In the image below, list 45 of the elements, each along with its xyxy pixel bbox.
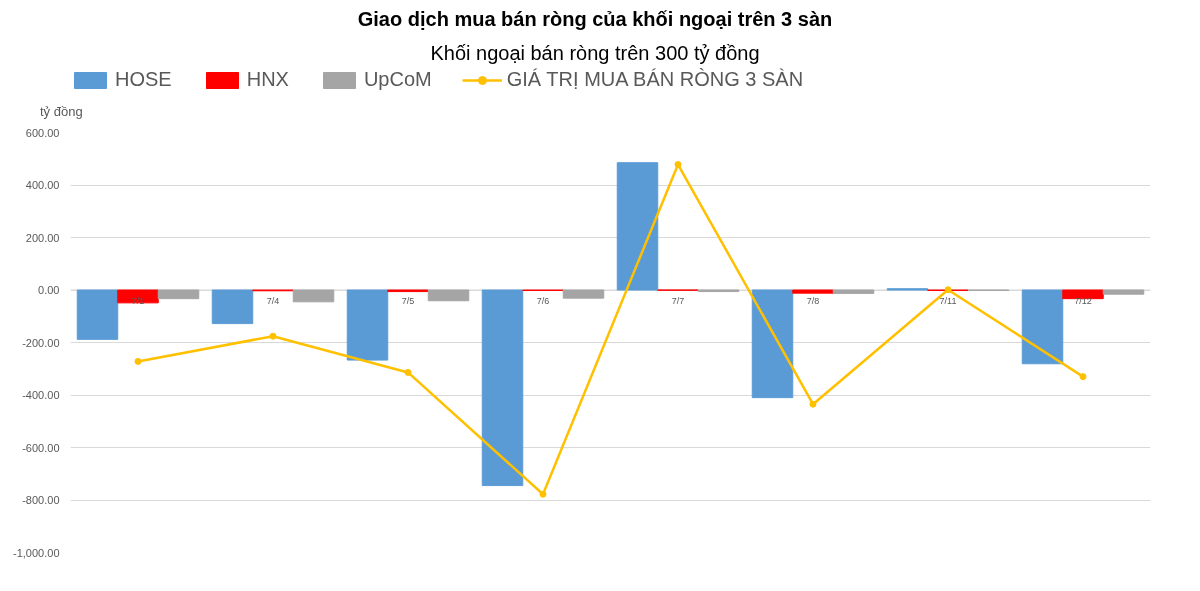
bar xyxy=(481,289,524,487)
x-tick-label: 7/11 xyxy=(939,296,957,306)
point xyxy=(674,161,682,169)
legend-label: HNX xyxy=(246,68,289,91)
y-axis-title: tỷ đồng xyxy=(40,103,83,121)
point xyxy=(134,357,142,365)
bar xyxy=(346,289,389,361)
chart-subtitle: Khối ngoại bán ròng trên 300 tỷ đồng xyxy=(430,41,760,66)
point xyxy=(539,490,547,498)
x-tick-label: 7/8 xyxy=(806,296,820,306)
bar xyxy=(76,289,119,340)
legend-label: HOSE xyxy=(115,68,172,91)
point xyxy=(1079,373,1087,381)
x-tick-label: 7/7 xyxy=(671,296,685,306)
y-tick-label: 200.00 xyxy=(25,231,60,244)
point xyxy=(269,332,277,340)
legend-label: UpCoM xyxy=(363,68,432,91)
y-tick-label: 0.00 xyxy=(38,284,60,296)
y-tick-label: -800.00 xyxy=(22,494,60,506)
point xyxy=(404,368,412,376)
y-tick-label: -200.00 xyxy=(22,336,60,349)
bar xyxy=(832,289,875,294)
bar xyxy=(792,289,834,294)
chart-title: Giao dịch mua bán ròng của khối ngoại trên 3 sàn xyxy=(357,7,833,32)
y-tick-label: -600.00 xyxy=(22,441,60,454)
y-tick-label: -1,000.00 xyxy=(13,546,60,559)
bar xyxy=(292,289,335,303)
point xyxy=(809,400,817,408)
bar xyxy=(562,289,605,299)
y-tick-label: -400.00 xyxy=(22,389,60,401)
bar xyxy=(211,289,254,325)
x-tick-label: 7/5 xyxy=(401,296,415,306)
x-tick-label: 7/4 xyxy=(266,296,280,306)
legend-label: GIÁ TRỊ MUA BÁN RÒNG 3 SÀN xyxy=(506,68,804,91)
bar xyxy=(616,162,659,291)
point xyxy=(944,286,952,294)
x-tick-label: 7/12 xyxy=(1074,296,1092,306)
bar xyxy=(1021,289,1064,365)
bar xyxy=(751,289,794,399)
bar xyxy=(157,289,200,300)
x-tick-label: 7/6 xyxy=(536,296,550,306)
y-tick-label: 600.00 xyxy=(25,126,60,139)
y-tick-label: 400.00 xyxy=(25,179,60,191)
bar xyxy=(1102,289,1145,295)
bar xyxy=(427,289,470,302)
